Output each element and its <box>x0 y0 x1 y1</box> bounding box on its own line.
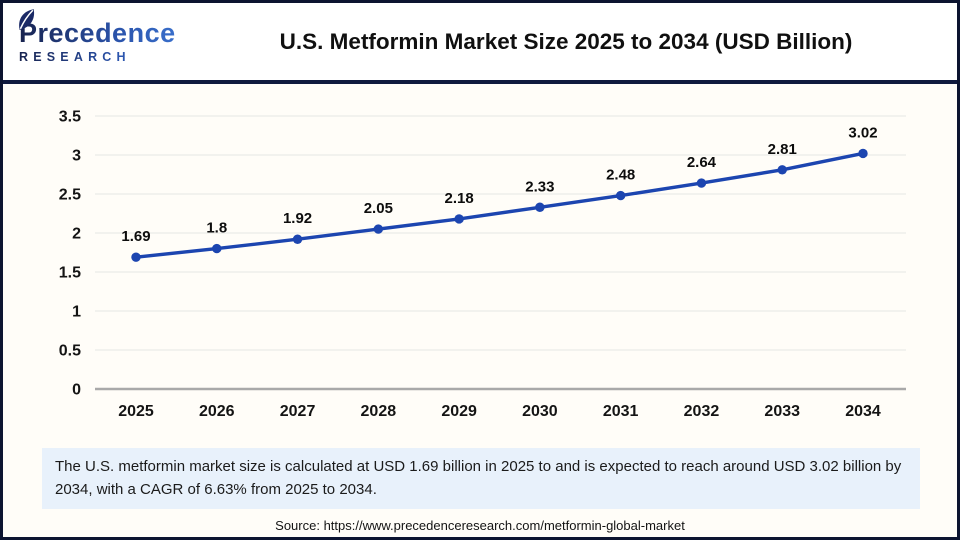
brand-logo: Precedence RESEARCH <box>3 8 201 64</box>
data-point <box>373 224 384 234</box>
data-point <box>292 234 303 244</box>
gridlines <box>95 115 906 391</box>
y-tick-label: 1.5 <box>59 265 81 282</box>
x-tick-label: 2033 <box>764 403 800 420</box>
y-tick-label: 2.5 <box>59 187 81 204</box>
logo-wordmark: Precedence <box>19 19 201 47</box>
data-label: 1.69 <box>121 228 150 245</box>
data-labels: 1.69 1.8 1.92 2.05 2.18 2.33 2.48 2.64 2.81 3.02 <box>121 124 877 245</box>
x-tick-label: 2031 <box>603 403 639 420</box>
data-label: 2.81 <box>768 141 797 158</box>
data-point <box>131 252 141 262</box>
title-container: U.S. Metformin Market Size 2025 to 2034 … <box>201 29 957 55</box>
data-point <box>615 190 626 201</box>
x-tick-label: 2029 <box>441 403 477 420</box>
source-text: Source: https://www.precedenceresearch.c… <box>275 518 685 533</box>
x-tick-label: 2026 <box>199 403 235 420</box>
data-points <box>131 148 868 262</box>
data-point <box>696 178 707 188</box>
data-label: 3.02 <box>848 124 877 141</box>
data-point <box>212 243 222 254</box>
x-tick-label: 2032 <box>684 403 720 420</box>
data-label: 2.05 <box>364 200 393 217</box>
series-line <box>134 151 865 259</box>
data-label: 2.18 <box>445 190 474 207</box>
y-tick-label: 3.5 <box>59 109 81 126</box>
summary-note: The U.S. metformin market size is calcul… <box>42 448 920 509</box>
x-tick-label: 2027 <box>280 403 316 420</box>
data-label: 1.8 <box>206 220 227 237</box>
y-axis-labels: 0 0.5 1 1.5 2 2.5 3 3.5 <box>59 109 81 399</box>
line-chart: 0 0.5 1 1.5 2 2.5 3 3.5 2025 2026 2027 2028 2029 2030… <box>59 109 906 420</box>
x-tick-label: 2028 <box>361 403 397 420</box>
y-tick-label: 3 <box>72 148 81 165</box>
chart-container: 0 0.5 1 1.5 2 2.5 3 3.5 2025 2026 2027 2028 2029 2030… <box>3 84 957 440</box>
data-point <box>777 165 787 175</box>
data-point <box>535 202 545 212</box>
x-tick-label: 2025 <box>118 403 154 420</box>
data-point <box>454 214 464 224</box>
logo-subtitle: RESEARCH <box>19 50 201 64</box>
data-label: 2.33 <box>525 178 554 195</box>
data-label: 2.64 <box>687 154 717 171</box>
x-tick-label: 2034 <box>845 403 881 420</box>
data-label: 2.48 <box>606 167 635 184</box>
x-axis-labels: 2025 2026 2027 2028 2029 2030 2031 2032 2033 2034 <box>118 403 881 420</box>
y-tick-label: 0 <box>72 382 81 399</box>
x-tick-label: 2030 <box>522 403 558 420</box>
y-tick-label: 0.5 <box>59 343 81 360</box>
y-tick-label: 1 <box>72 304 81 321</box>
data-point <box>858 148 868 159</box>
header-divider <box>3 80 957 84</box>
leaf-icon <box>15 7 39 37</box>
header: Precedence RESEARCH U.S. Metformin Marke… <box>3 3 957 80</box>
data-label: 1.92 <box>283 210 312 227</box>
chart-title: U.S. Metformin Market Size 2025 to 2034 … <box>279 28 853 54</box>
y-tick-label: 2 <box>72 226 81 243</box>
